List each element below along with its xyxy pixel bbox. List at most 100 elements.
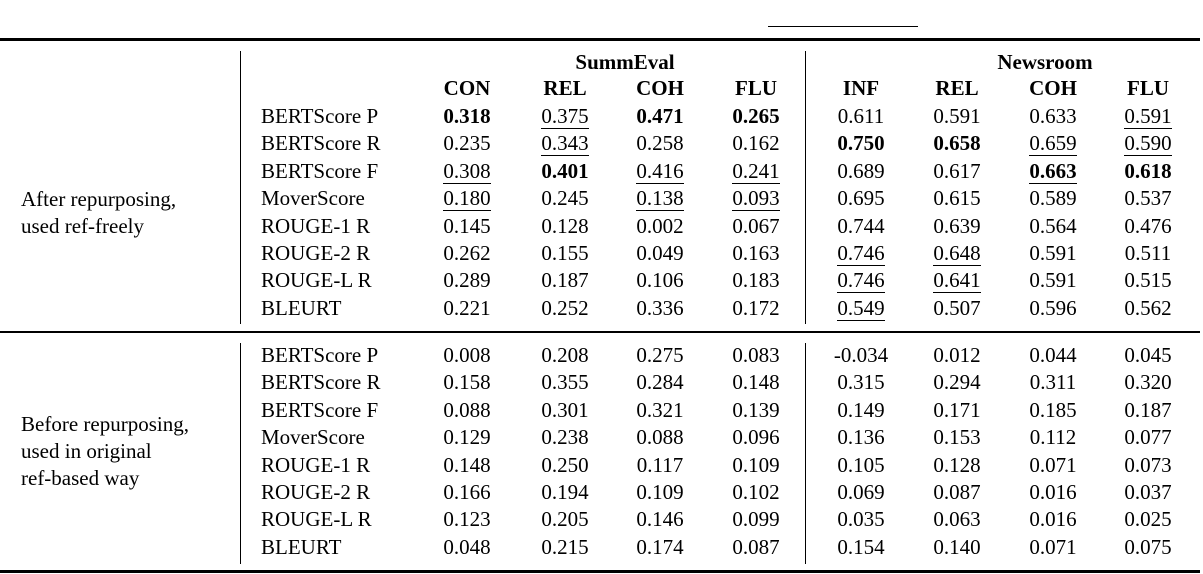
score-value: 0.158	[443, 370, 491, 395]
table-row: BERTScore P 0.318 0.375 0.471 0.265 0.611 0.59…	[0, 103, 1203, 130]
score-value: 0.275	[636, 343, 684, 367]
table-row: ROUGE-1 R 0.148 0.250 0.117 0.109 0.105 0.128 0…	[0, 452, 1203, 479]
score-cell: 0.187	[530, 267, 600, 294]
score-value: 0.106	[636, 268, 684, 293]
score-value: 0.128	[933, 452, 981, 477]
score-cell: 0.589	[1018, 185, 1088, 212]
metric-name: BERTScore P	[261, 343, 379, 367]
score-cell: 0.750	[826, 130, 896, 157]
score-cell: 0.129	[432, 424, 502, 451]
score-cell: 0.154	[826, 534, 896, 561]
score-cell: 0.471	[625, 103, 695, 130]
table-mid-rule	[0, 331, 1200, 333]
score-value: 0.590	[1124, 131, 1172, 157]
score-cell: 0.162	[721, 130, 791, 157]
score-cell: 0.088	[432, 397, 502, 424]
score-value: 0.194	[541, 480, 589, 504]
score-value: 0.659	[1029, 131, 1077, 157]
score-value: 0.117	[636, 452, 684, 477]
score-cell: 0.069	[826, 479, 896, 506]
score-value: 0.750	[837, 131, 885, 156]
score-cell: 0.336	[625, 295, 695, 322]
score-cell: 0.093	[721, 185, 791, 212]
score-value: 0.087	[732, 534, 780, 559]
score-cell: 0.591	[922, 103, 992, 130]
score-value: 0.235	[443, 131, 491, 156]
score-value: 0.077	[1124, 425, 1172, 450]
score-cell: 0.252	[530, 295, 600, 322]
score-value: 0.615	[933, 186, 981, 211]
score-value: 0.048	[443, 534, 491, 559]
score-cell: 0.596	[1018, 295, 1088, 322]
score-cell: 0.123	[432, 506, 502, 533]
score-value: 0.301	[541, 397, 589, 422]
score-value: 0.025	[1124, 507, 1172, 532]
section-label-line: used ref-freely	[21, 214, 145, 238]
score-cell: 0.258	[625, 130, 695, 157]
score-cell: 0.044	[1018, 342, 1088, 369]
table-row: BLEURT 0.221 0.252 0.336 0.172 0.549 0.507 0.59…	[0, 295, 1203, 322]
column-header: COH	[1029, 76, 1077, 100]
metric-name: BERTScore F	[261, 397, 379, 422]
score-cell: 0.071	[1018, 534, 1088, 561]
score-cell: 0.416	[625, 158, 695, 185]
score-cell: 0.515	[1113, 267, 1183, 294]
score-value: 0.129	[443, 425, 491, 450]
score-value: 0.320	[1124, 370, 1172, 395]
section-label-after: After repurposing, used ref-freely	[21, 186, 176, 240]
vertical-rule	[240, 343, 241, 564]
score-cell: 0.659	[1018, 130, 1088, 157]
score-value: 0.073	[1124, 452, 1172, 477]
score-cell: 0.140	[922, 534, 992, 561]
score-value: 0.633	[1029, 104, 1077, 128]
score-cell: 0.148	[432, 452, 502, 479]
score-value: 0.471	[636, 104, 684, 128]
metric-name: BERTScore R	[261, 370, 381, 395]
score-value: 0.663	[1029, 158, 1077, 184]
score-value: 0.154	[837, 534, 885, 559]
score-cell: 0.148	[721, 369, 791, 396]
score-cell: 0.476	[1113, 213, 1183, 240]
score-value: 0.515	[1124, 268, 1172, 293]
score-cell: 0.618	[1113, 158, 1183, 185]
score-value: 0.138	[636, 186, 684, 212]
score-value: 0.109	[732, 452, 780, 477]
score-cell: 0.112	[1018, 424, 1088, 451]
score-cell: 0.289	[432, 267, 502, 294]
score-value: 0.591	[1124, 104, 1172, 129]
score-value: 0.045	[1124, 343, 1172, 367]
score-value: 0.088	[636, 425, 684, 450]
score-cell: 0.063	[922, 506, 992, 533]
score-cell: 0.611	[826, 103, 896, 130]
score-value: 0.016	[1029, 507, 1077, 532]
score-value: 0.208	[541, 343, 589, 367]
column-header: FLU	[735, 76, 777, 100]
score-value: 0.564	[1029, 213, 1077, 238]
score-value: 0.096	[732, 425, 780, 450]
metric-name: MoverScore	[261, 186, 365, 211]
score-cell: 0.591	[1018, 267, 1088, 294]
score-cell: 0.128	[530, 213, 600, 240]
column-header: COH	[636, 76, 684, 100]
score-value: 0.035	[837, 507, 885, 532]
score-value: 0.596	[1029, 295, 1077, 320]
score-value: 0.245	[541, 186, 589, 211]
score-cell: 0.012	[922, 342, 992, 369]
score-cell: 0.187	[1113, 397, 1183, 424]
score-cell: 0.221	[432, 295, 502, 322]
score-value: 0.311	[1029, 370, 1077, 395]
score-cell: 0.146	[625, 506, 695, 533]
score-value: 0.071	[1029, 534, 1077, 559]
score-value: 0.185	[1029, 397, 1077, 422]
score-value: 0.016	[1029, 480, 1077, 504]
score-value: 0.093	[732, 186, 780, 212]
score-value: 0.172	[732, 295, 780, 320]
score-cell: 0.172	[721, 295, 791, 322]
metric-name: ROUGE-2 R	[261, 480, 371, 504]
score-cell: 0.245	[530, 185, 600, 212]
score-value: 0.140	[933, 534, 981, 559]
metric-name: BERTScore P	[261, 104, 379, 128]
metric-name: BERTScore F	[261, 158, 379, 183]
score-value: 0.648	[933, 241, 981, 266]
score-cell: 0.194	[530, 479, 600, 506]
